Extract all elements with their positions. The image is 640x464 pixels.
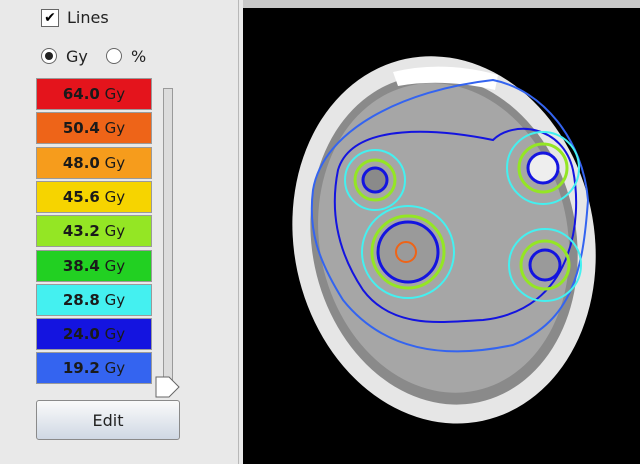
slider-thumb[interactable] bbox=[155, 376, 181, 398]
dose-value: 50.4 bbox=[62, 119, 100, 138]
dose-row: 28.8 Gy bbox=[36, 283, 152, 316]
dose-unit: Gy bbox=[104, 222, 126, 241]
dose-unit: Gy bbox=[104, 153, 126, 172]
dose-value: 43.2 bbox=[62, 222, 100, 241]
dose-row: 43.2 Gy bbox=[36, 215, 152, 248]
radio-dot bbox=[45, 52, 53, 60]
dose-row: 64.0 Gy bbox=[36, 78, 152, 110]
dose-row: 19.2 Gy bbox=[36, 352, 152, 385]
dose-unit: Gy bbox=[104, 256, 126, 275]
dose-row: 24.0 Gy bbox=[36, 318, 152, 351]
gy-label: Gy bbox=[66, 47, 88, 66]
dose-row: 38.4 Gy bbox=[36, 249, 152, 282]
dose-unit: Gy bbox=[104, 187, 126, 206]
dose-unit: Gy bbox=[104, 359, 126, 378]
dose-value: 24.0 bbox=[62, 325, 100, 344]
slider-track[interactable] bbox=[163, 88, 173, 390]
lines-label: Lines bbox=[67, 8, 109, 27]
dose-value: 28.8 bbox=[62, 290, 100, 309]
dose-value: 64.0 bbox=[62, 85, 100, 103]
dose-unit: Gy bbox=[104, 119, 126, 138]
gy-radio[interactable] bbox=[41, 48, 57, 64]
dose-row: 50.4 Gy bbox=[36, 112, 152, 145]
edit-button[interactable]: Edit bbox=[36, 400, 180, 440]
dose-value: 45.6 bbox=[62, 187, 100, 206]
dose-value: 38.4 bbox=[62, 256, 100, 275]
dose-unit: Gy bbox=[104, 290, 126, 309]
dose-row: 48.0 Gy bbox=[36, 146, 152, 179]
dose-unit: Gy bbox=[104, 325, 126, 344]
dose-unit: Gy bbox=[104, 85, 126, 103]
lines-checkbox[interactable]: ✔ bbox=[41, 9, 59, 27]
dose-value: 48.0 bbox=[62, 153, 100, 172]
percent-radio[interactable] bbox=[106, 48, 122, 64]
dose-panel: ✔ Lines Gy % 64.0 Gy 50.4 Gy 48.0 Gy 45.6 G… bbox=[0, 0, 239, 464]
dose-row: 45.6 Gy bbox=[36, 180, 152, 213]
ct-image bbox=[243, 0, 640, 464]
dose-value: 19.2 bbox=[62, 359, 100, 378]
percent-label: % bbox=[131, 47, 147, 66]
